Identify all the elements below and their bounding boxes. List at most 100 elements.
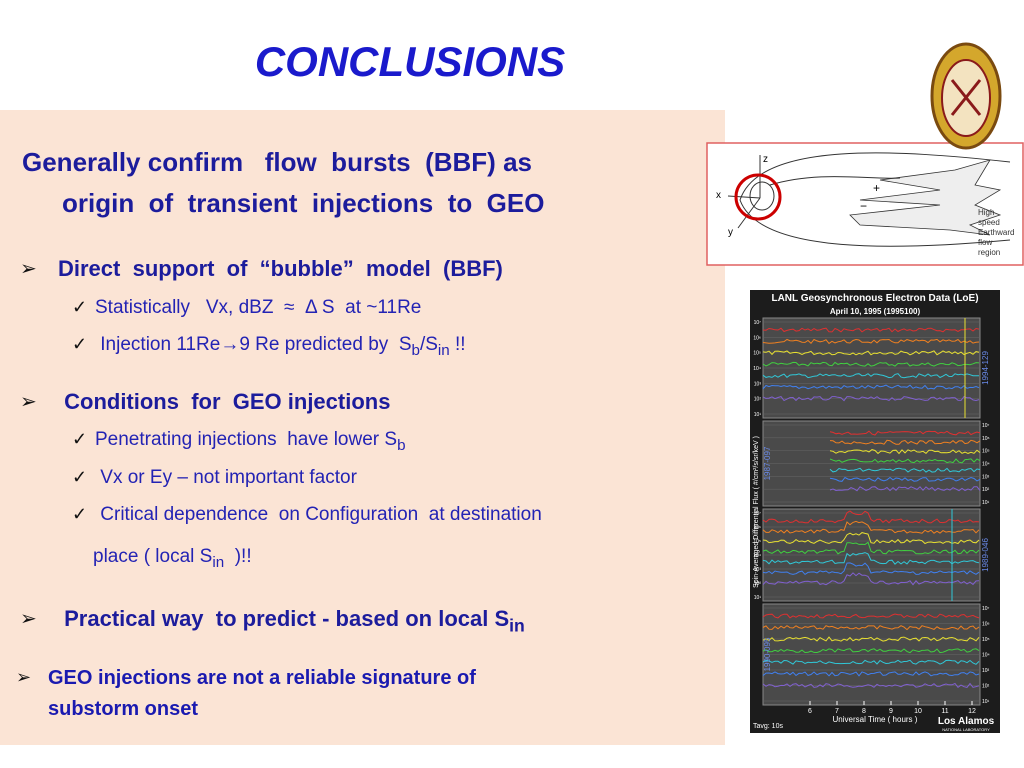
- y-tick-label: 10⁴: [753, 553, 761, 559]
- satellite-id: 1989-046: [981, 538, 990, 572]
- text-run: Direct support of “bubble” model (BBF): [58, 256, 503, 281]
- y-tick-label: 10³: [982, 474, 990, 480]
- caption: region: [978, 248, 1000, 257]
- x-tick-label: 12: [968, 708, 976, 715]
- flux-trace: [762, 532, 980, 545]
- text-run: /S: [419, 334, 438, 355]
- sign: −: [860, 199, 867, 213]
- text-run: Vx or Ey – not important factor: [95, 467, 357, 488]
- axis: [727, 195, 761, 199]
- bullet-text: Conditions for GEO injections: [58, 389, 390, 415]
- x-tick-label: 6: [808, 708, 812, 715]
- flux-trace: [762, 613, 980, 619]
- bullet-text: substorm onset: [48, 698, 198, 721]
- subscript: in: [509, 615, 525, 636]
- x-tick-label: 7: [835, 708, 839, 715]
- y-tick-label: 10⁷: [982, 606, 990, 612]
- subscript: in: [212, 553, 225, 571]
- flux-trace: [829, 467, 981, 473]
- y-tick-label: 10¹: [982, 500, 990, 506]
- arrow-marker: ➢: [20, 608, 37, 630]
- flux-trace: [829, 476, 981, 482]
- subscript: b: [411, 341, 420, 359]
- geo-highlight: [734, 173, 782, 221]
- flux-trace: [762, 384, 980, 390]
- check-marker: ✓: [72, 467, 88, 487]
- y-tick-label: 10⁶: [753, 335, 761, 341]
- subscript: in: [437, 341, 450, 359]
- check-marker: ✓: [72, 297, 88, 317]
- y-tick-label: 10⁴: [982, 462, 990, 468]
- plot-title: LANL Geosynchronous Electron Data (LoE): [771, 293, 978, 304]
- y-tick-label: 10⁵: [982, 449, 990, 455]
- text-run: Conditions for GEO injections: [58, 389, 391, 414]
- lab-subname: NATIONAL LABORATORY: [942, 727, 990, 732]
- plot-subtitle: April 10, 1995 (1995100): [830, 307, 921, 316]
- flow-region: [849, 159, 1002, 236]
- bullet-text: GEO injections are not a reliable signat…: [48, 667, 476, 690]
- text-run: substorm onset: [48, 698, 199, 720]
- panel: [762, 420, 981, 507]
- flux-trace: [829, 430, 981, 436]
- x-tick-label: 11: [941, 708, 948, 715]
- plot-background: [750, 290, 1000, 733]
- flux-trace: [829, 449, 981, 455]
- flux-trace: [829, 486, 981, 492]
- x-tick-label: 8: [862, 708, 866, 715]
- bullet-text: Statistically Vx, dBZ ≈ Δ S at ~11Re: [95, 297, 421, 319]
- y-tick-label: 10⁵: [753, 539, 761, 545]
- flux-trace: [762, 648, 980, 654]
- caption: flow: [978, 238, 992, 247]
- axis: [737, 197, 761, 229]
- slide-title: CONCLUSIONS: [254, 38, 566, 85]
- earth: [749, 181, 775, 211]
- bullet-text: Vx or Ey – not important factor: [95, 467, 357, 489]
- text-run: )!!: [224, 546, 252, 567]
- flux-trace: [762, 572, 980, 586]
- check-marker: ✓: [72, 504, 88, 524]
- y-tick-label: 10²: [754, 581, 762, 587]
- panel: [762, 508, 981, 602]
- flux-trace: [762, 373, 979, 379]
- outline: [739, 152, 1011, 247]
- flux-trace: [829, 439, 981, 445]
- lab-name: Los Alamos: [938, 716, 995, 727]
- axis-label: z: [763, 154, 768, 165]
- flux-trace: [762, 671, 980, 677]
- text-run: Penetrating injections have lower S: [95, 429, 398, 450]
- sign: +: [873, 181, 880, 195]
- flux-trace: [762, 682, 980, 688]
- arrow-marker: ➢: [16, 667, 32, 687]
- x-tick-label: 9: [889, 708, 893, 715]
- panel: [762, 317, 981, 419]
- bullet-text: Injection 11Re→9 Re predicted by Sb/Sin …: [95, 334, 466, 359]
- bullet-text: Direct support of “bubble” model (BBF): [58, 256, 503, 282]
- x-tick-label: 10: [914, 708, 922, 715]
- flux-trace: [762, 510, 980, 524]
- flux-trace: [762, 338, 980, 345]
- flux-trace: [762, 636, 980, 642]
- heading: Generally confirm flow bursts (BBF) as: [22, 147, 532, 177]
- y-tick-label: 10⁶: [982, 436, 990, 442]
- subscript: b: [397, 436, 406, 454]
- y-tick-label: 10²: [754, 397, 762, 403]
- check-marker: ✓: [72, 334, 88, 354]
- y-tick-label: 10⁵: [753, 351, 761, 357]
- flux-trace: [762, 361, 980, 367]
- y-tick-label: 10⁷: [754, 320, 762, 326]
- flux-trace: [762, 350, 980, 356]
- flux-trace: [762, 562, 980, 576]
- text-run: !!: [449, 334, 466, 355]
- flux-trace: [762, 625, 980, 631]
- y-axis-label: Spin-Averaged Differential Flux ( #/cm²/…: [753, 436, 760, 588]
- content-panel: [0, 110, 725, 745]
- text-run: Statistically Vx, dBZ ≈ Δ S at ~11Re: [95, 297, 422, 318]
- bullet-text: Practical way to predict - based on loca…: [58, 606, 525, 636]
- satellite-id: 1994-129: [981, 351, 990, 385]
- bullet-text: Penetrating injections have lower Sb: [95, 429, 406, 454]
- bullet-text: place ( local Sin )!!: [93, 546, 252, 571]
- y-tick-label: 10¹: [754, 595, 762, 601]
- text-run: Practical way to predict - based on loca…: [58, 606, 510, 631]
- flow-arrow: [769, 176, 901, 186]
